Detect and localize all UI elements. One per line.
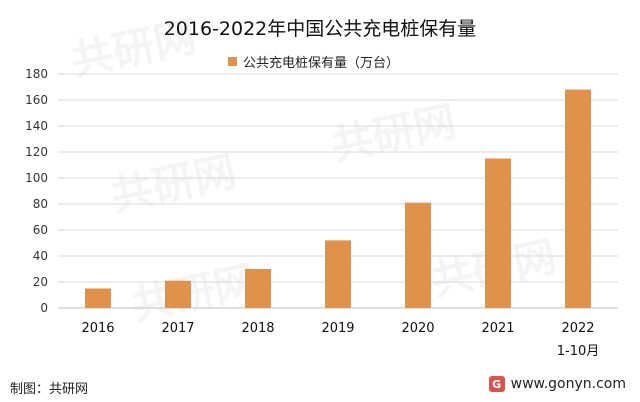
x-tick-sublabel: 1-10月 — [557, 344, 600, 359]
y-tick-label: 40 — [33, 249, 48, 263]
y-tick-label: 80 — [33, 197, 48, 211]
y-tick-label: 0 — [40, 301, 48, 315]
bar-2022 — [565, 89, 591, 308]
x-axis-ticks: 2016 2017 2018 2019 2020 2021 2022 1-10月 — [81, 321, 599, 359]
y-tick-label: 60 — [33, 223, 48, 237]
bar-2017 — [165, 280, 191, 308]
y-tick-label: 100 — [25, 171, 48, 185]
y-axis-ticks: 0 20 40 60 80 100 120 140 160 180 — [25, 67, 48, 315]
bar-2021 — [485, 158, 511, 308]
y-tick-label: 160 — [25, 93, 48, 107]
legend: 公共充电桩保有量（万台） — [228, 52, 399, 71]
x-tick-label: 2019 — [321, 321, 354, 336]
x-tick-label: 2022 — [561, 321, 594, 336]
x-tick-label: 2016 — [81, 321, 114, 336]
legend-label: 公共充电桩保有量（万台） — [243, 56, 400, 71]
website-url: www.gonyn.com — [510, 376, 626, 392]
bar-2019 — [325, 240, 351, 308]
bar-2018 — [245, 269, 271, 308]
bar-2016 — [85, 288, 111, 308]
bars — [85, 89, 591, 308]
x-tick-label: 2018 — [241, 321, 274, 336]
x-tick-label: 2021 — [481, 321, 514, 336]
website-credit: G www.gonyn.com — [488, 376, 626, 392]
y-tick-label: 140 — [25, 119, 48, 133]
legend-swatch — [228, 57, 237, 66]
gonyn-logo-icon: G — [488, 376, 505, 392]
y-tick-label: 180 — [25, 67, 48, 81]
bar-2020 — [405, 202, 431, 308]
y-tick-label: 20 — [33, 275, 48, 289]
x-tick-label: 2017 — [161, 321, 194, 336]
y-tick-label: 120 — [25, 145, 48, 159]
x-tick-label: 2020 — [401, 321, 434, 336]
source-credit: 制图：共研网 — [10, 382, 89, 397]
chart-title: 2016-2022年中国公共充电桩保有量 — [163, 18, 477, 40]
